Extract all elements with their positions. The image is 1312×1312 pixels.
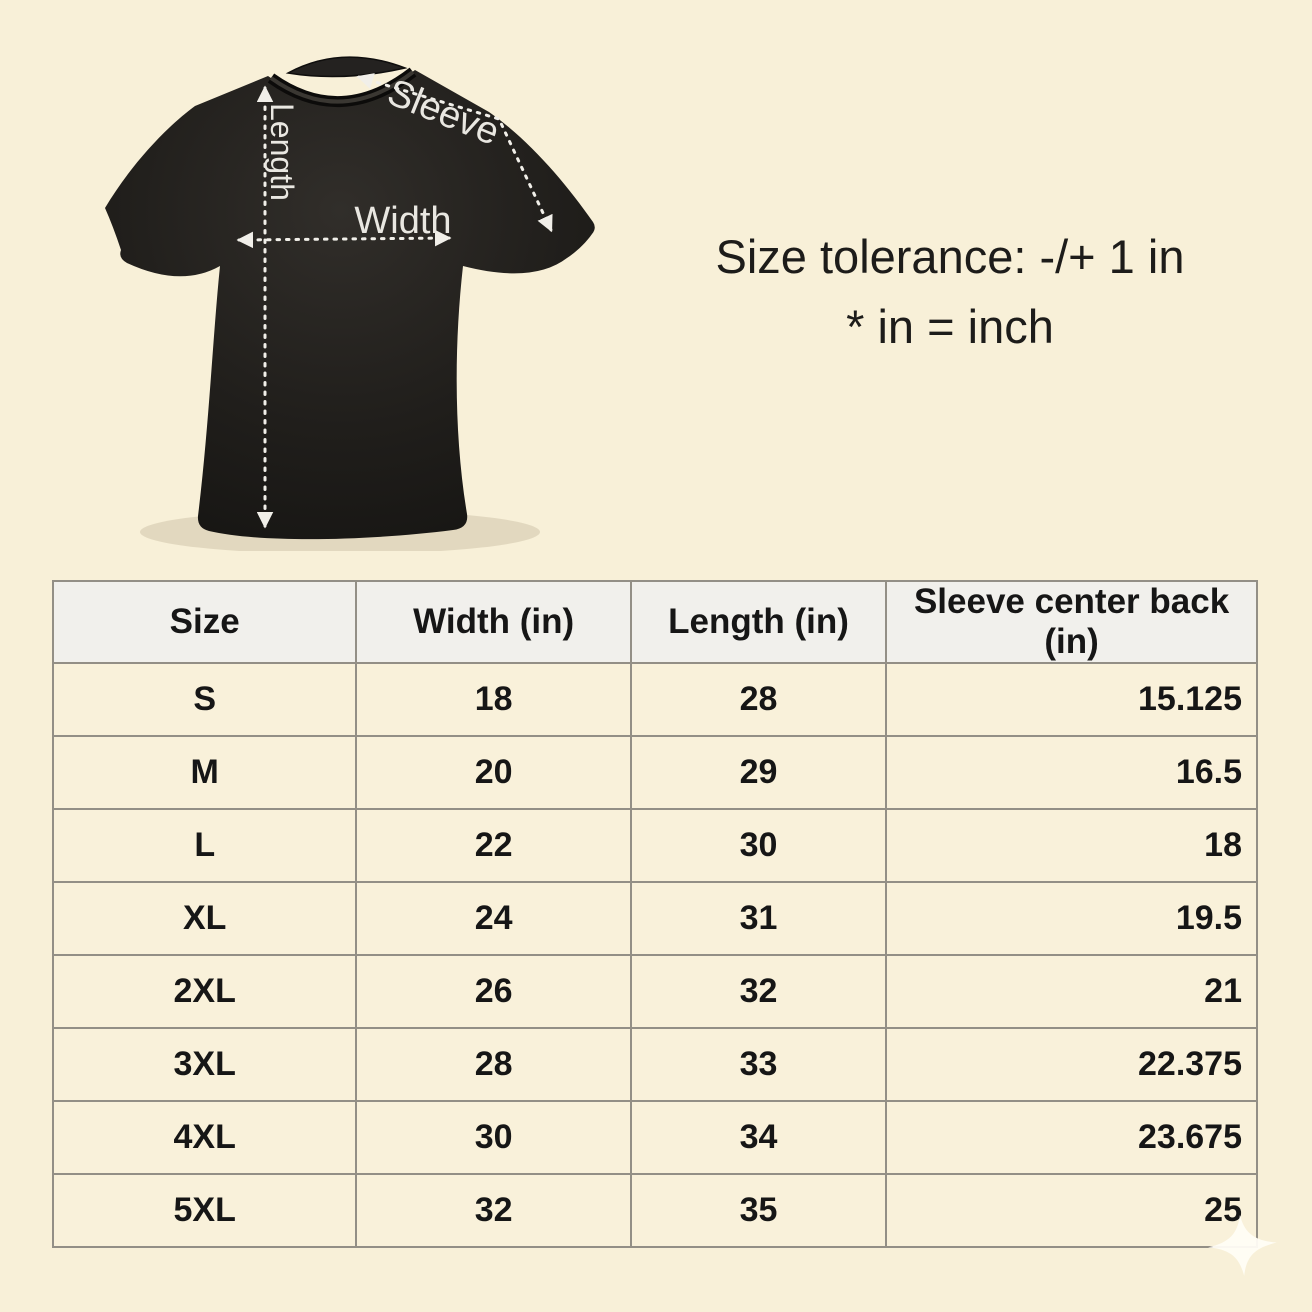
cell-length: 31: [629, 881, 888, 956]
header-length: Length (in): [629, 580, 888, 664]
size-table: Size Width (in) Length (in) Sleeve cente…: [51, 580, 1258, 1248]
table-row: 2XL 26 32 21: [51, 954, 1258, 1029]
width-label: Width: [354, 200, 451, 242]
cell-width: 28: [355, 1027, 632, 1102]
cell-size: 4XL: [51, 1100, 358, 1175]
cell-width: 24: [355, 881, 632, 956]
cell-sleeve: 15.125: [885, 662, 1258, 737]
header-size: Size: [51, 580, 358, 664]
cell-length: 29: [629, 735, 888, 810]
cell-size: 2XL: [51, 954, 358, 1029]
tshirt-graphic: Length Sleeve Width: [105, 56, 595, 551]
cell-length: 28: [629, 662, 888, 737]
cell-width: 22: [355, 808, 632, 883]
cell-sleeve: 19.5: [885, 881, 1258, 956]
cell-width: 32: [355, 1173, 632, 1248]
table-row: S 18 28 15.125: [51, 662, 1258, 737]
cell-sleeve: 25: [885, 1173, 1258, 1248]
cell-size: 5XL: [51, 1173, 358, 1248]
cell-sleeve: 22.375: [885, 1027, 1258, 1102]
size-tolerance-note: Size tolerance: -/+ 1 in * in = inch: [618, 222, 1282, 362]
cell-length: 34: [629, 1100, 888, 1175]
cell-width: 26: [355, 954, 632, 1029]
length-label: Length: [264, 103, 300, 201]
table-row: 4XL 30 34 23.675: [51, 1100, 1258, 1175]
cell-sleeve: 18: [885, 808, 1258, 883]
header-sleeve: Sleeve center back (in): [885, 580, 1258, 664]
cell-size: 3XL: [51, 1027, 358, 1102]
table-row: M 20 29 16.5: [51, 735, 1258, 810]
cell-length: 30: [629, 808, 888, 883]
tshirt-measurement-diagram: Length Sleeve Width: [85, 36, 605, 551]
width-arrow: [236, 229, 452, 249]
cell-width: 30: [355, 1100, 632, 1175]
tshirt-back-collar: [285, 56, 408, 78]
cell-width: 18: [355, 662, 632, 737]
table-row: 3XL 28 33 22.375: [51, 1027, 1258, 1102]
table-row: L 22 30 18: [51, 808, 1258, 883]
tshirt-body: [105, 70, 595, 540]
cell-width: 20: [355, 735, 632, 810]
cell-size: XL: [51, 881, 358, 956]
cell-size: L: [51, 808, 358, 883]
cell-sleeve: 16.5: [885, 735, 1258, 810]
cell-size: M: [51, 735, 358, 810]
sparkle-icon: [1208, 1215, 1277, 1276]
cell-length: 35: [629, 1173, 888, 1248]
table-header-row: Size Width (in) Length (in) Sleeve cente…: [51, 580, 1258, 664]
cell-size: S: [51, 662, 358, 737]
cell-sleeve: 21: [885, 954, 1258, 1029]
table-row: 5XL 32 35 25: [51, 1173, 1258, 1248]
size-tolerance-line1: Size tolerance: -/+ 1 in: [715, 230, 1185, 283]
cell-length: 33: [629, 1027, 888, 1102]
cell-length: 32: [629, 954, 888, 1029]
table-row: XL 24 31 19.5: [51, 881, 1258, 956]
header-width: Width (in): [355, 580, 632, 664]
size-tolerance-line2: * in = inch: [846, 300, 1054, 353]
cell-sleeve: 23.675: [885, 1100, 1258, 1175]
sparkle-decoration: [1198, 1206, 1288, 1288]
sleeve-arrow: [356, 73, 553, 233]
